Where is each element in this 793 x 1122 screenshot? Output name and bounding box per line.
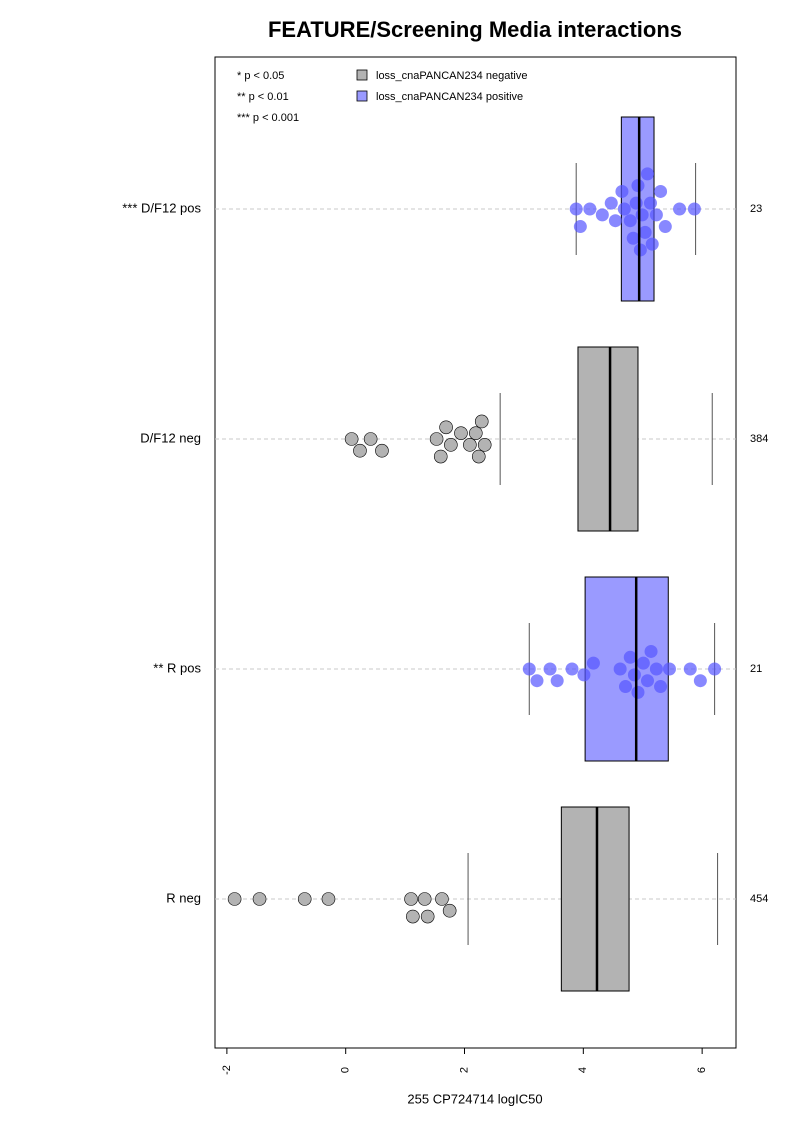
data-point bbox=[640, 167, 654, 181]
outlier-point bbox=[344, 432, 359, 446]
data-point bbox=[608, 214, 622, 228]
annotation: *** p < 0.001 bbox=[237, 112, 299, 124]
outlier-point bbox=[474, 414, 489, 429]
count-label: 23 bbox=[750, 203, 762, 215]
outlier-point bbox=[321, 892, 336, 906]
data-point bbox=[619, 680, 633, 694]
data-point bbox=[649, 208, 663, 222]
outlier-point bbox=[454, 426, 468, 440]
data-point bbox=[583, 202, 597, 216]
data-point bbox=[693, 674, 707, 688]
data-point bbox=[658, 220, 672, 234]
legend-swatch bbox=[356, 69, 368, 81]
outlier-point bbox=[429, 432, 444, 446]
outlier-point bbox=[468, 426, 483, 440]
annotation: ** p < 0.01 bbox=[237, 91, 289, 103]
chart-title: FEATURE/Screening Media interactions bbox=[268, 17, 682, 42]
x-tick-label: 2 bbox=[458, 1067, 470, 1073]
data-point bbox=[687, 202, 701, 216]
data-point bbox=[586, 656, 600, 670]
category-label: D/F12 neg bbox=[140, 430, 201, 445]
data-point bbox=[543, 662, 557, 676]
category-label: ** R pos bbox=[153, 660, 201, 675]
count-label: 384 bbox=[750, 433, 768, 445]
data-point bbox=[649, 662, 663, 676]
data-point bbox=[654, 680, 668, 694]
data-point bbox=[644, 644, 658, 658]
box bbox=[577, 346, 639, 532]
data-point bbox=[573, 220, 587, 234]
data-point bbox=[638, 225, 652, 239]
x-tick-label: -2 bbox=[221, 1065, 233, 1075]
data-point bbox=[569, 202, 583, 216]
data-point bbox=[643, 196, 657, 210]
legend-label: loss_cnaPANCAN234 positive bbox=[376, 91, 523, 103]
x-tick-label: 0 bbox=[340, 1067, 352, 1073]
data-point bbox=[595, 208, 609, 222]
data-point bbox=[636, 656, 650, 670]
outlier-point bbox=[252, 892, 267, 906]
outlier-point bbox=[420, 909, 435, 924]
data-point bbox=[623, 214, 637, 228]
outlier-point bbox=[406, 909, 420, 924]
data-point bbox=[635, 208, 649, 222]
data-point bbox=[629, 196, 643, 210]
outlier-point bbox=[442, 903, 457, 918]
outlier-point bbox=[375, 443, 389, 458]
category-label: R neg bbox=[166, 890, 201, 905]
data-point bbox=[640, 674, 654, 688]
data-point bbox=[604, 196, 618, 210]
data-point bbox=[645, 237, 659, 251]
outlier-point bbox=[471, 449, 486, 464]
data-point bbox=[662, 662, 676, 676]
data-point bbox=[550, 674, 564, 688]
data-point bbox=[673, 202, 687, 216]
data-point bbox=[623, 650, 637, 664]
x-axis-label: 255 CP724714 logIC50 bbox=[407, 1091, 542, 1106]
count-label: 454 bbox=[750, 893, 768, 905]
data-point bbox=[617, 202, 631, 216]
outlier-point bbox=[353, 443, 367, 458]
outlier-point bbox=[227, 892, 242, 906]
data-point bbox=[708, 662, 722, 676]
data-point bbox=[613, 662, 627, 676]
data-point bbox=[615, 184, 629, 198]
data-point bbox=[627, 668, 641, 682]
outlier-point bbox=[433, 449, 448, 464]
data-point bbox=[631, 685, 645, 699]
annotation: * p < 0.05 bbox=[237, 70, 284, 82]
outlier-point bbox=[463, 438, 477, 452]
outlier-point bbox=[417, 892, 432, 906]
outlier-point bbox=[444, 438, 458, 452]
data-point bbox=[683, 662, 697, 676]
outlier-point bbox=[477, 438, 492, 452]
data-point bbox=[530, 674, 544, 688]
outlier-point bbox=[435, 892, 449, 906]
outlier-point bbox=[363, 432, 378, 446]
category-label: *** D/F12 pos bbox=[122, 200, 201, 215]
x-tick-label: 6 bbox=[696, 1067, 708, 1073]
legend-label: loss_cnaPANCAN234 negative bbox=[376, 70, 527, 82]
outlier-point bbox=[404, 892, 418, 906]
outlier-point bbox=[297, 892, 312, 906]
data-point bbox=[626, 231, 640, 245]
data-point bbox=[654, 184, 668, 198]
data-point bbox=[522, 662, 536, 676]
box bbox=[560, 806, 630, 992]
legend-swatch bbox=[356, 90, 368, 102]
data-point bbox=[577, 668, 591, 682]
outlier-point bbox=[439, 420, 453, 435]
data-point bbox=[565, 662, 579, 676]
x-tick-label: 4 bbox=[577, 1067, 589, 1073]
count-label: 21 bbox=[750, 663, 762, 675]
